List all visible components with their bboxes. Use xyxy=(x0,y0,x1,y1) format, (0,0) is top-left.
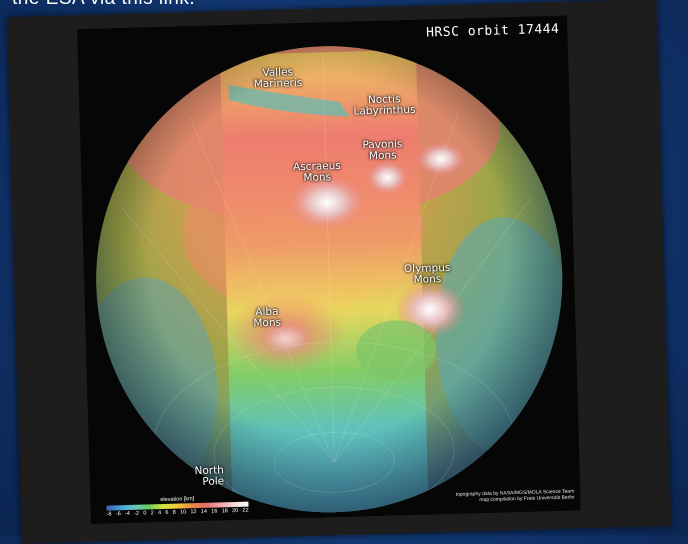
legend-tick-label: 12 xyxy=(190,509,197,516)
label-line: Mons xyxy=(253,316,282,330)
label-line: Labyrinthus xyxy=(353,103,416,118)
legend-tick-label: 4 xyxy=(157,510,162,517)
legend-tick-label: 8 xyxy=(172,509,176,516)
legend-tick-label: 20 xyxy=(232,507,239,515)
legend-tick-label: 16 xyxy=(211,508,218,515)
label-ascraeus-mons: Ascraeus Mons xyxy=(293,160,341,184)
label-north-pole: North Pole xyxy=(194,464,225,488)
legend-tick-label: 2 xyxy=(150,510,154,517)
caption-text: the ESA via this link. xyxy=(12,0,195,10)
elevation-legend: elevation [km] -8 -6 -4 -2 0 2 4 6 8 10 12 14 16 18 20… xyxy=(106,495,249,518)
legend-tick-label: 0 xyxy=(143,510,147,517)
label-line: Mons xyxy=(368,149,397,163)
photo-frame: HRSC orbit 17444 Valles Marineris Noctis… xyxy=(6,0,672,544)
legend-tick-label: 22 xyxy=(242,507,249,514)
legend-tick-label: -8 xyxy=(106,511,112,518)
legend-tick-label: -6 xyxy=(115,511,121,518)
legend-tick-label: 18 xyxy=(221,508,228,515)
label-valles-marineris: Valles Marineris xyxy=(253,66,303,91)
label-pavonis-mons: Pavonis Mons xyxy=(362,138,403,163)
legend-tick-label: -2 xyxy=(134,510,140,517)
mars-globe-graphic xyxy=(89,42,569,519)
label-noctis-labyrinthus: Noctis Labyrinthus xyxy=(353,93,416,118)
label-alba-mons: Alba Mons xyxy=(253,306,282,330)
label-line: Mons xyxy=(303,171,332,184)
label-line: Marineris xyxy=(253,76,303,91)
label-olympus-mons: Olympus Mons xyxy=(404,262,451,286)
legend-tick-label: 6 xyxy=(165,509,169,516)
mars-topography-map: HRSC orbit 17444 Valles Marineris Noctis… xyxy=(77,15,581,525)
label-line: Mons xyxy=(413,273,442,286)
legend-tick-label: -4 xyxy=(124,510,131,518)
legend-tick-label: 14 xyxy=(200,508,208,515)
legend-tick-label: 10 xyxy=(179,509,187,516)
globe xyxy=(89,42,569,519)
label-line: Pole xyxy=(202,475,225,488)
